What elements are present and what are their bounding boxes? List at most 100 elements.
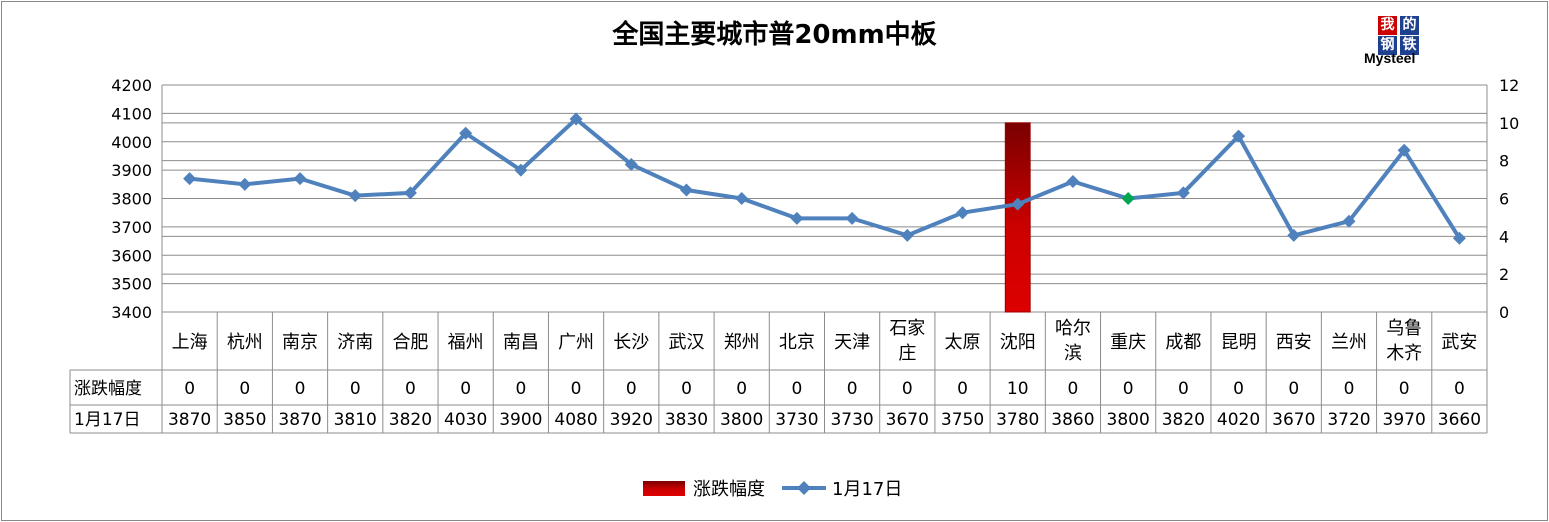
right-tick-label: 6 — [1499, 190, 1509, 209]
table-cell-change: 0 — [847, 379, 858, 399]
category-label: 兰州 — [1331, 332, 1367, 353]
line-series — [183, 112, 1466, 245]
table-cell-change: 0 — [681, 379, 692, 399]
right-tick-label: 0 — [1499, 303, 1509, 322]
point-石家庄 — [900, 228, 914, 242]
point-成都 — [1176, 186, 1190, 200]
chart-title: 全国主要城市普20mm中板 — [612, 20, 937, 50]
table-cell-price: 3670 — [886, 410, 929, 430]
category-label: 庄 — [898, 343, 916, 364]
point-广州 — [569, 112, 583, 126]
point-南京 — [293, 172, 307, 186]
table-cell-change: 0 — [1454, 379, 1465, 399]
category-label: 天津 — [834, 332, 870, 353]
table-cell-price: 3870 — [278, 410, 321, 430]
left-tick-label: 3600 — [111, 246, 152, 265]
category-label: 南京 — [282, 332, 318, 353]
category-label: 广州 — [558, 332, 594, 353]
legend: 涨跌幅度 1月17日 — [643, 479, 902, 500]
category-label: 合肥 — [392, 332, 428, 353]
legend-swatch-bar — [643, 481, 685, 496]
point-西安 — [1287, 228, 1301, 242]
table-cell-price: 4030 — [444, 410, 487, 430]
category-label: 重庆 — [1110, 332, 1146, 353]
category-label: 福州 — [448, 332, 484, 353]
legend-label-line: 1月17日 — [832, 479, 902, 500]
right-tick-label: 12 — [1499, 76, 1519, 95]
left-tick-label: 3400 — [111, 303, 152, 322]
logo-char-1: 我 — [1378, 16, 1397, 35]
point-济南 — [348, 189, 362, 203]
right-tick-label: 4 — [1499, 227, 1509, 246]
category-label: 成都 — [1165, 332, 1201, 353]
point-昆明 — [1232, 129, 1246, 143]
gridlines — [162, 84, 1487, 313]
table-cell-price: 3780 — [996, 410, 1039, 430]
table-cell-change: 0 — [515, 379, 526, 399]
table-cell-change: 0 — [736, 379, 747, 399]
point-沈阳 — [1011, 197, 1025, 211]
category-label: 南昌 — [503, 332, 539, 353]
table-cell-price: 3830 — [665, 410, 708, 430]
point-北京 — [790, 211, 804, 225]
table-cell-price: 3800 — [1107, 410, 1150, 430]
category-label: 杭州 — [227, 332, 263, 353]
table-cell-price: 3860 — [1051, 410, 1094, 430]
point-上海 — [183, 172, 197, 186]
table-row-label: 涨跌幅度 — [74, 379, 142, 399]
point-太原 — [956, 206, 970, 220]
point-哈尔滨 — [1066, 174, 1080, 188]
category-label: 石家 — [889, 318, 925, 339]
category-label: 武安 — [1441, 332, 1477, 353]
category-label: 西安 — [1276, 332, 1312, 353]
point-武安 — [1452, 231, 1466, 245]
series-line-1月17日 — [189, 117, 1462, 240]
left-tick-label: 3700 — [111, 218, 152, 237]
category-label: 武汉 — [668, 332, 704, 353]
category-label: 滨 — [1064, 343, 1082, 364]
table-cell-change: 0 — [957, 379, 968, 399]
table-cell-change: 0 — [1123, 379, 1134, 399]
table-cell-price: 3660 — [1438, 410, 1481, 430]
logo-char-4: 铁 — [1400, 36, 1419, 55]
point-合肥 — [403, 186, 417, 200]
table-cell-change: 0 — [239, 379, 250, 399]
point-天津 — [845, 211, 859, 225]
table-cell-price: 3920 — [610, 410, 653, 430]
category-label: 乌鲁 — [1386, 318, 1422, 339]
right-tick-label: 8 — [1499, 152, 1509, 171]
bar-series — [1004, 122, 1031, 313]
left-tick-label: 3500 — [111, 275, 152, 294]
left-tick-label: 4000 — [111, 133, 152, 152]
table-cell-change: 0 — [1178, 379, 1189, 399]
point-兰州 — [1342, 214, 1356, 228]
table-cell-change: 0 — [571, 379, 582, 399]
table-cell-change: 0 — [405, 379, 416, 399]
table-cell-change: 0 — [902, 379, 913, 399]
category-label: 太原 — [945, 332, 981, 353]
table-cell-change: 0 — [460, 379, 471, 399]
table-cell-price: 3820 — [389, 410, 432, 430]
table-cell-change: 0 — [184, 379, 195, 399]
legend-swatch-marker — [797, 481, 811, 495]
table-cell-change: 0 — [350, 379, 361, 399]
category-label: 沈阳 — [1000, 332, 1036, 353]
category-label: 木齐 — [1386, 343, 1422, 364]
point-南昌 — [514, 163, 528, 177]
point-杭州 — [238, 177, 252, 191]
point-郑州 — [735, 192, 749, 205]
logo-text: Mysteel — [1364, 50, 1416, 66]
category-label: 济南 — [337, 332, 373, 353]
category-label: 北京 — [779, 332, 815, 353]
right-tick-label: 2 — [1499, 265, 1509, 284]
table-cell-price: 3870 — [168, 410, 211, 430]
table-cell-change: 0 — [1344, 379, 1355, 399]
table-cell-price: 3720 — [1327, 410, 1370, 430]
table-cell-change: 0 — [626, 379, 637, 399]
point-乌鲁木齐 — [1397, 143, 1411, 157]
table-cell-price: 3800 — [720, 410, 763, 430]
bar-沈阳 — [1004, 122, 1031, 313]
table-cell-price: 4020 — [1217, 410, 1260, 430]
